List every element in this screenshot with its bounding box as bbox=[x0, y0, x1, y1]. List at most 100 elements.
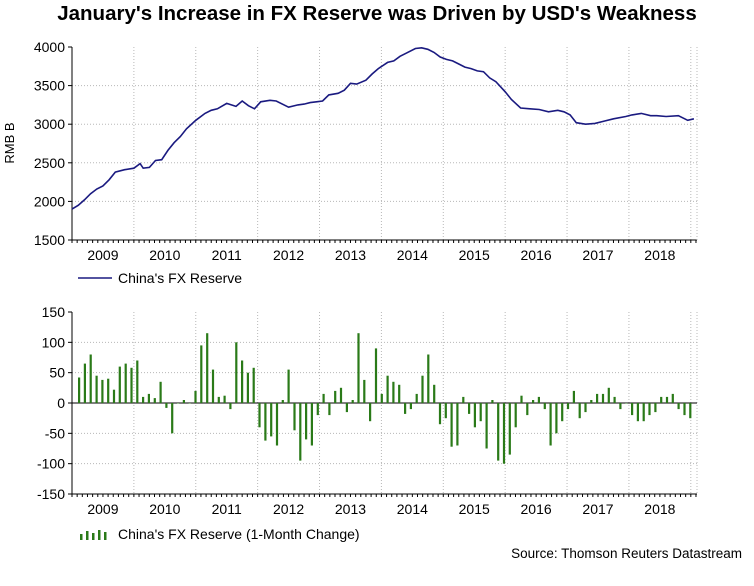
fx-change-bar bbox=[648, 403, 651, 416]
fx-change-bar bbox=[404, 403, 407, 414]
fx-change-bar bbox=[345, 403, 348, 413]
fx-change-bar bbox=[369, 403, 372, 422]
change-ytick-label: 50 bbox=[49, 365, 65, 381]
fx-change-bar bbox=[415, 393, 418, 403]
fx-change-bar bbox=[549, 403, 552, 446]
fx-change-bar bbox=[642, 403, 645, 422]
fx-change-bar bbox=[660, 396, 663, 403]
fx-change-bar bbox=[427, 354, 430, 403]
fx-change-bar bbox=[334, 390, 337, 403]
fx-change-bar bbox=[229, 403, 232, 410]
fx-change-bar bbox=[438, 403, 442, 425]
fx-change-bar bbox=[566, 403, 570, 410]
fx-change-bar bbox=[136, 360, 139, 403]
change-xtick-label: 2016 bbox=[521, 501, 552, 517]
fx-change-bar bbox=[281, 400, 284, 403]
fx-change-bar bbox=[468, 403, 471, 414]
legend-label-level: China's FX Reserve bbox=[118, 270, 242, 286]
legend-label-change: China's FX Reserve (1-Month Change) bbox=[118, 526, 360, 542]
level-xtick-label: 2012 bbox=[273, 247, 304, 263]
fx-change-bar bbox=[433, 384, 436, 403]
change-xtick-label: 2013 bbox=[335, 501, 366, 517]
fx-change-bar bbox=[252, 367, 255, 403]
fx-change-bar bbox=[147, 393, 150, 403]
fx-change-bar bbox=[217, 396, 220, 403]
change-xtick-label: 2017 bbox=[582, 501, 613, 517]
fx-change-bar bbox=[392, 381, 395, 403]
fx-change-bar bbox=[328, 403, 331, 416]
fx-change-bar bbox=[572, 390, 575, 403]
fx-change-bar bbox=[118, 366, 121, 403]
change-xtick-label: 2010 bbox=[149, 501, 180, 517]
fx-change-bar bbox=[246, 372, 249, 403]
fx-reserve-line bbox=[71, 46, 695, 210]
fx-change-bar bbox=[520, 395, 523, 403]
fx-change-bar bbox=[561, 403, 564, 422]
fx-change-bar bbox=[177, 403, 180, 404]
level-ytick-label: 2500 bbox=[34, 155, 65, 171]
fx-change-bar bbox=[596, 393, 599, 403]
fx-change-bar bbox=[223, 395, 226, 403]
fx-change-bar bbox=[351, 400, 354, 403]
level-xtick-label: 2013 bbox=[335, 247, 366, 263]
fx-change-bar bbox=[188, 403, 191, 404]
fx-change-bar bbox=[502, 403, 506, 464]
fx-change-bar bbox=[537, 396, 540, 403]
fx-change-bar bbox=[601, 393, 605, 403]
fx-change-bar bbox=[357, 333, 360, 403]
level-xtick-label: 2011 bbox=[212, 247, 242, 263]
fx-change-bar bbox=[631, 403, 634, 416]
fx-change-bar bbox=[689, 403, 692, 419]
fx-change-bar bbox=[497, 403, 500, 461]
fx-change-bar bbox=[479, 403, 482, 422]
level-ytick-label: 4000 bbox=[34, 39, 65, 55]
legend-bar-swatch bbox=[86, 531, 89, 540]
change-xtick-label: 2012 bbox=[273, 501, 304, 517]
fx-change-bar bbox=[95, 375, 98, 403]
change-ytick-label: 150 bbox=[42, 304, 66, 320]
level-xtick-label: 2018 bbox=[644, 247, 675, 263]
fx-change-bar bbox=[584, 403, 587, 413]
fx-change-bar bbox=[636, 403, 639, 422]
legend-bar-swatch bbox=[92, 533, 95, 540]
change-ytick-label: -100 bbox=[37, 456, 65, 472]
fx-change-bar bbox=[462, 396, 465, 403]
fx-change-bar bbox=[124, 363, 127, 403]
fx-change-bar bbox=[421, 375, 424, 403]
level-ytick-label: 3500 bbox=[34, 78, 65, 94]
level-ytick-label: 1500 bbox=[34, 232, 65, 248]
y-axis-label: RMB B bbox=[2, 122, 17, 163]
change-xtick-label: 2009 bbox=[87, 501, 118, 517]
legend-bar-swatch bbox=[80, 534, 83, 540]
fx-change-bar bbox=[374, 348, 378, 403]
change-ytick-label: -150 bbox=[37, 486, 65, 502]
fx-change-bar bbox=[683, 403, 686, 416]
level-xtick-label: 2009 bbox=[87, 247, 118, 263]
fx-change-bar bbox=[165, 403, 168, 408]
fx-change-bar bbox=[409, 403, 412, 410]
fx-change-bar bbox=[386, 375, 389, 403]
fx-change-bar bbox=[89, 354, 92, 403]
fx-change-bar bbox=[485, 403, 488, 449]
change-ytick-label: 0 bbox=[57, 395, 65, 411]
fx-change-bar bbox=[264, 403, 267, 441]
source-note: Source: Thomson Reuters Datastream bbox=[511, 546, 742, 561]
fx-change-bar bbox=[112, 389, 116, 403]
legend-bar-swatch bbox=[98, 530, 101, 540]
fx-change-bar bbox=[508, 403, 511, 455]
fx-change-bar bbox=[316, 403, 319, 416]
level-xtick-label: 2017 bbox=[582, 247, 613, 263]
level-xtick-label: 2010 bbox=[149, 247, 180, 263]
fx-change-bar bbox=[625, 403, 628, 404]
fx-change-bar bbox=[107, 378, 110, 403]
fx-change-bar bbox=[78, 377, 81, 403]
fx-change-bar bbox=[363, 379, 366, 403]
fx-change-bar bbox=[526, 403, 529, 416]
legend-bar-swatch bbox=[104, 532, 107, 540]
level-xtick-label: 2015 bbox=[459, 247, 490, 263]
fx-change-bar bbox=[194, 390, 197, 403]
fx-change-bar bbox=[514, 403, 517, 428]
fx-change-bar bbox=[83, 363, 86, 403]
fx-change-bar bbox=[305, 403, 308, 440]
